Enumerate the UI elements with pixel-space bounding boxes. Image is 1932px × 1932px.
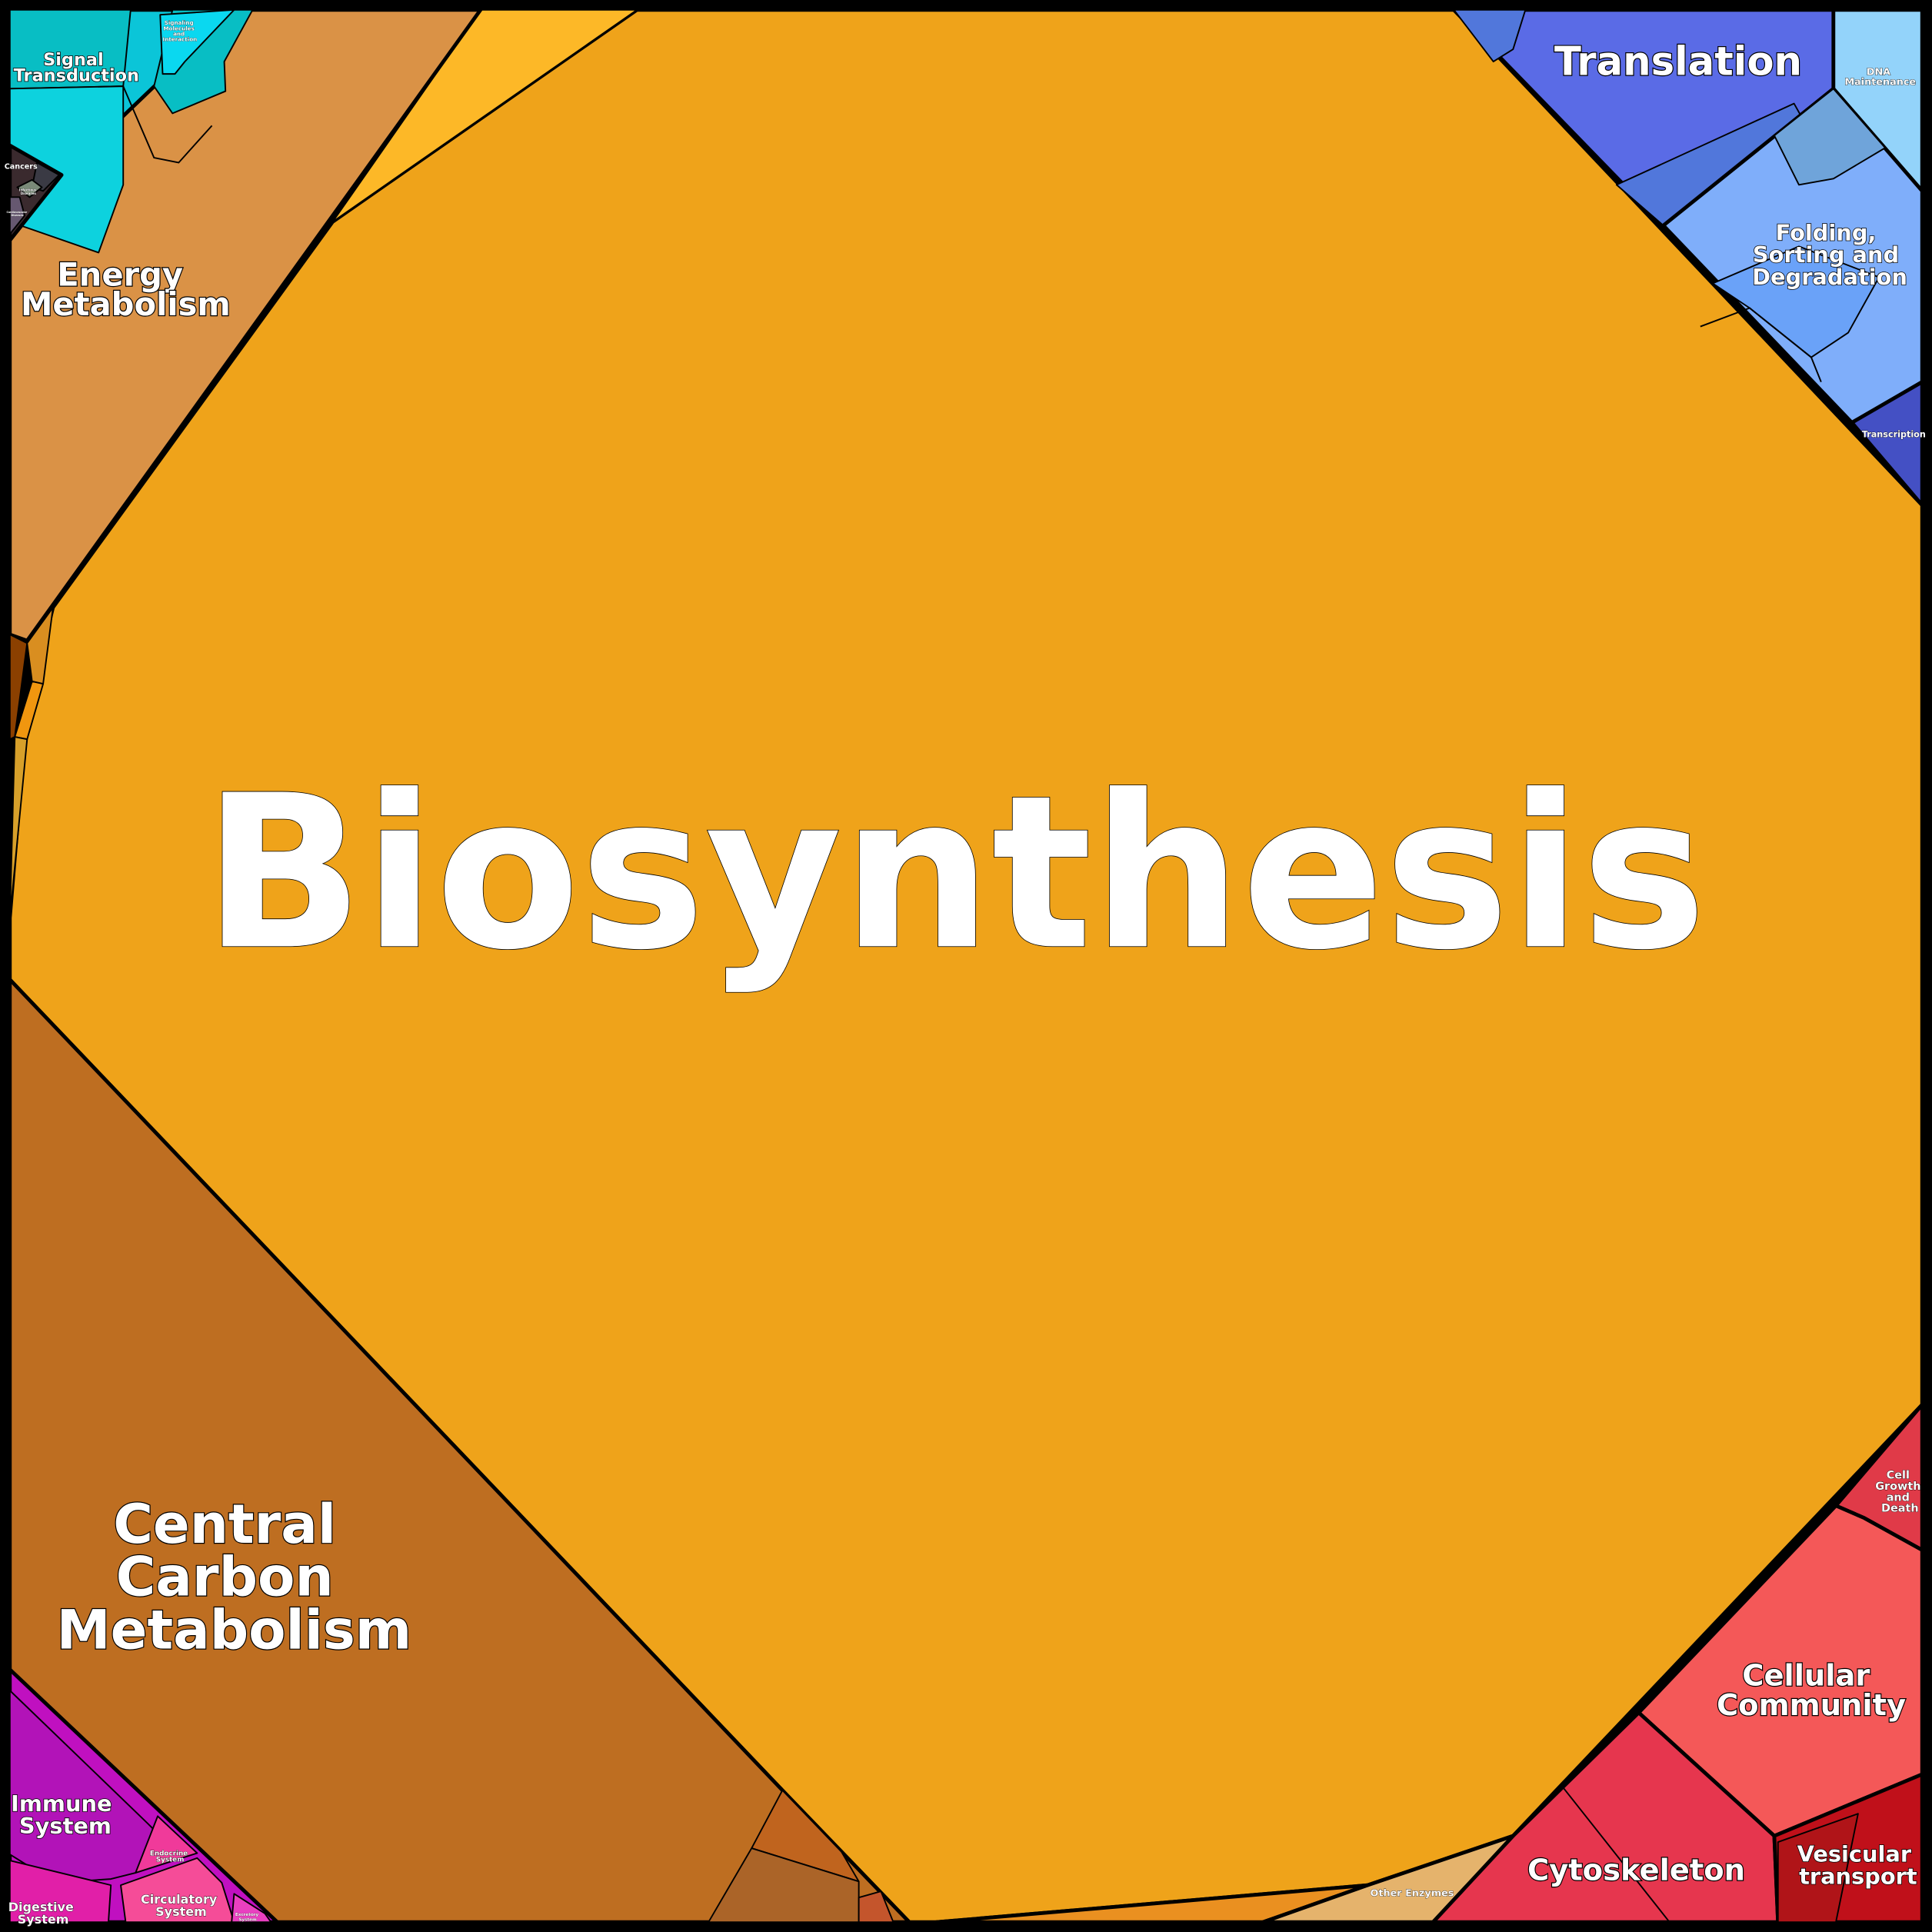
label-cancers: Cancers [5, 162, 38, 171]
label-circulatory-system: Circulatory System [141, 1892, 222, 1919]
label-cellular-community: Cellular Community [1717, 1659, 1906, 1723]
cell-signaling-molecules[interactable] [159, 8, 235, 75]
label-translation: Translation [1554, 39, 1802, 85]
label-digestive-system: Digestive System [8, 1900, 78, 1927]
label-transcription: Transcription [1862, 430, 1926, 440]
label-endocrine-system: Endocrine System [150, 1850, 190, 1864]
cell-endocrine-system[interactable] [135, 1815, 198, 1874]
label-infectious-diseases: Infectious Diseases [19, 188, 38, 195]
label-signaling-molecules: Signaling Molecules and Interaction [163, 19, 198, 43]
label-other-enzymes: Other Enzymes [1371, 1888, 1454, 1900]
label-vesicular-transport: Vesicular transport [1797, 1841, 1920, 1890]
cell-divider [122, 85, 213, 164]
cell-cancers-gray[interactable] [31, 162, 60, 192]
cell-circulatory-system[interactable] [120, 1857, 235, 1924]
label-excretory-system: Excretory System [235, 1913, 260, 1922]
label-signal-transduction: Signal Transduction [14, 50, 139, 86]
cell-divider [1700, 307, 1822, 382]
cell-immune-system[interactable] [8, 1690, 162, 1884]
label-central-carbon-metabolism: Central Carbon Metabolism [57, 1493, 412, 1662]
label-cytoskeleton: Cytoskeleton [1527, 1854, 1745, 1888]
label-immune-system: Immune System [11, 1790, 119, 1839]
cell-left-gold[interactable] [8, 736, 28, 919]
cell-folding-sub1[interactable] [1773, 88, 1887, 186]
label-biosynthesis: Biosynthesis [203, 749, 1706, 996]
label-cell-growth-and-death: Cell Growth and Death [1875, 1469, 1924, 1514]
label-cardiovascular-diseases: Cardiovascular Diseases [6, 211, 28, 217]
label-folding-sorting-degradation: Folding, Sorting and Degradation [1752, 219, 1907, 290]
cell-divider [1561, 1786, 1671, 1923]
cell-infectious[interactable] [16, 178, 43, 198]
label-energy-metabolism: Energy Metabolism [21, 256, 231, 323]
label-dna-maintenance: DNA Maintenance [1844, 67, 1916, 88]
